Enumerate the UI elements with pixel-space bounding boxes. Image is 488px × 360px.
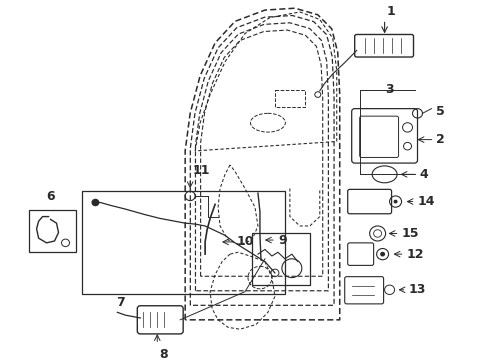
- Circle shape: [393, 200, 397, 203]
- Text: 12: 12: [406, 248, 423, 261]
- Bar: [82, 191, 285, 293]
- Text: 10: 10: [237, 235, 254, 248]
- Text: 7: 7: [116, 296, 124, 309]
- Text: 5: 5: [436, 105, 444, 118]
- Text: 9: 9: [277, 234, 286, 247]
- Text: 15: 15: [401, 227, 418, 240]
- Text: 2: 2: [436, 133, 444, 146]
- Bar: [251, 234, 309, 285]
- Text: 14: 14: [417, 195, 434, 208]
- Circle shape: [379, 252, 385, 256]
- Text: 13: 13: [407, 283, 425, 296]
- Text: 4: 4: [419, 168, 427, 181]
- Text: 6: 6: [46, 189, 55, 203]
- Bar: [274, 90, 304, 107]
- Text: 11: 11: [192, 164, 209, 177]
- Text: 1: 1: [386, 5, 394, 18]
- Text: 3: 3: [385, 83, 393, 96]
- Bar: [29, 210, 76, 252]
- Text: 8: 8: [159, 348, 167, 360]
- Circle shape: [91, 199, 99, 206]
